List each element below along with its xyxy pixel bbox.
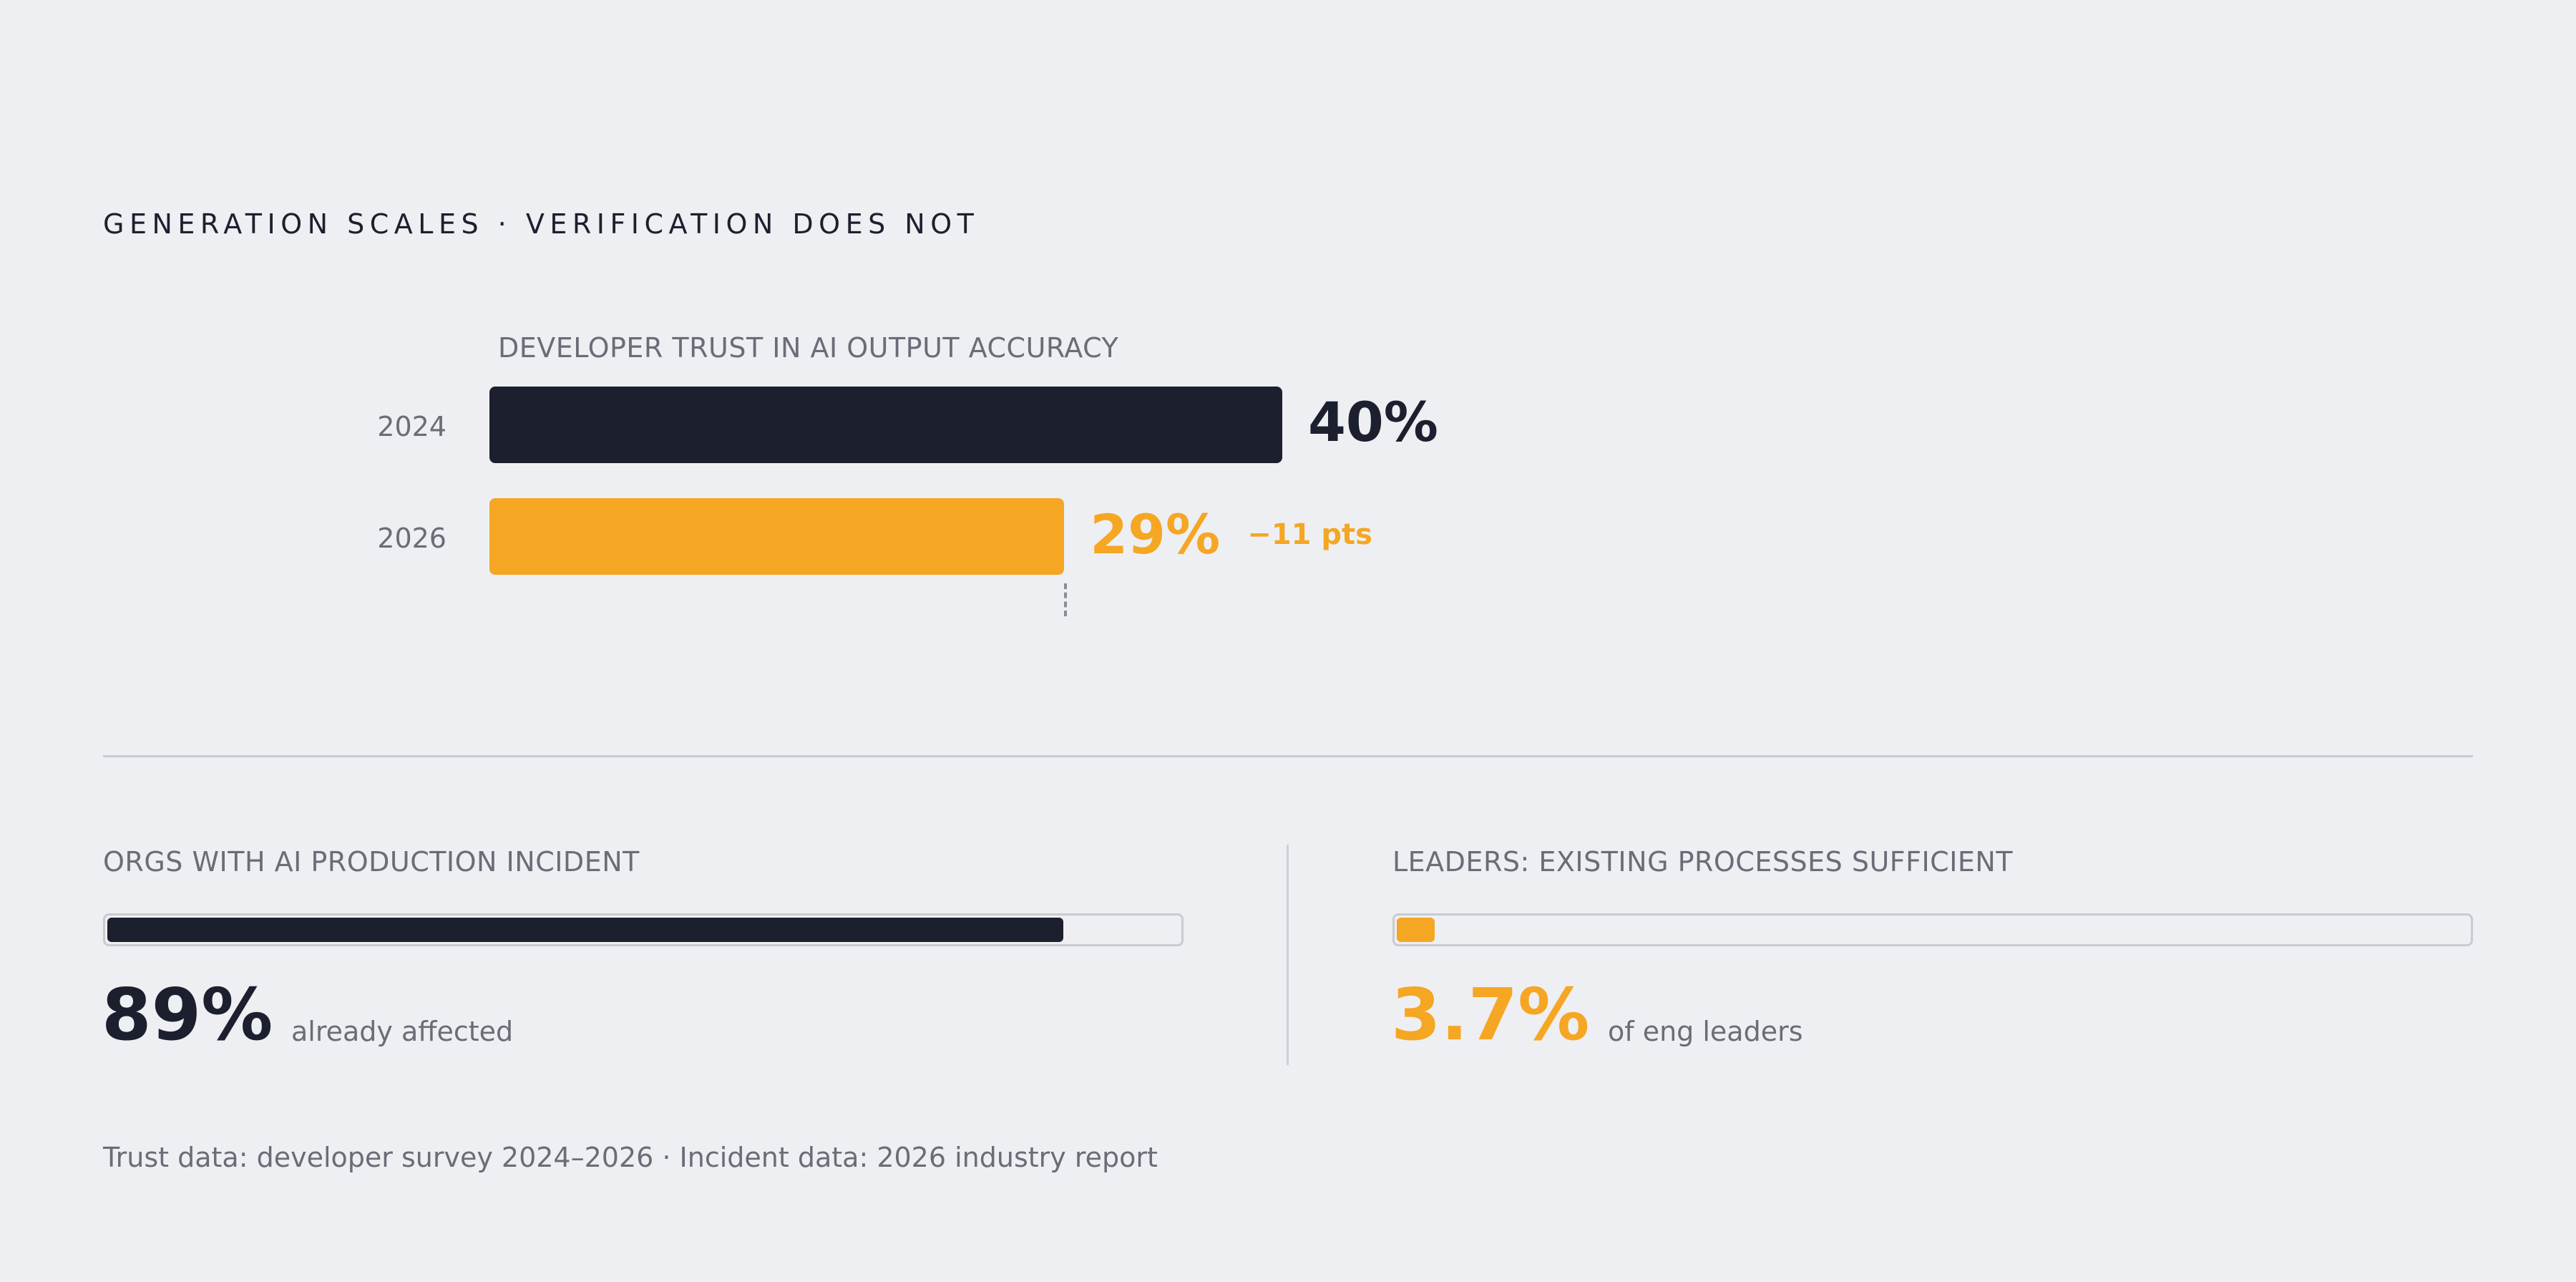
- progress-track-incident: [103, 913, 1184, 946]
- category-label-2026: 2026: [377, 523, 447, 554]
- metric-caption-incident: already affected: [291, 1016, 514, 1047]
- category-label-2024: 2024: [377, 411, 447, 442]
- progress-fill-incident: [107, 918, 1063, 942]
- section-divider: [103, 755, 2473, 757]
- chart-title: DEVELOPER TRUST IN AI OUTPUT ACCURACY: [498, 332, 1119, 364]
- data-label-2026: 29%: [1090, 502, 1221, 566]
- bar-2026: [489, 498, 1065, 575]
- chart-kicker: GENERATION SCALES · VERIFICATION DOES NO…: [103, 208, 980, 240]
- metric-label-incident: ORGS WITH AI PRODUCTION INCIDENT: [103, 846, 640, 878]
- data-label-2024: 40%: [1308, 390, 1438, 454]
- metric-value-leaders: 3.7%: [1391, 973, 1590, 1057]
- reference-marker-line: [1064, 583, 1067, 616]
- metric-caption-leaders: of eng leaders: [1608, 1016, 1803, 1047]
- delta-annotation: −11 pts: [1247, 518, 1372, 551]
- source-footnote: Trust data: developer survey 2024–2026 ·…: [103, 1142, 1158, 1173]
- bar-2024: [489, 387, 1282, 463]
- progress-track-leaders: [1392, 913, 2473, 946]
- progress-fill-leaders: [1397, 918, 1435, 942]
- column-divider: [1287, 845, 1289, 1065]
- metric-label-leaders: LEADERS: EXISTING PROCESSES SUFFICIENT: [1392, 846, 2014, 878]
- metric-value-incident: 89%: [102, 973, 273, 1057]
